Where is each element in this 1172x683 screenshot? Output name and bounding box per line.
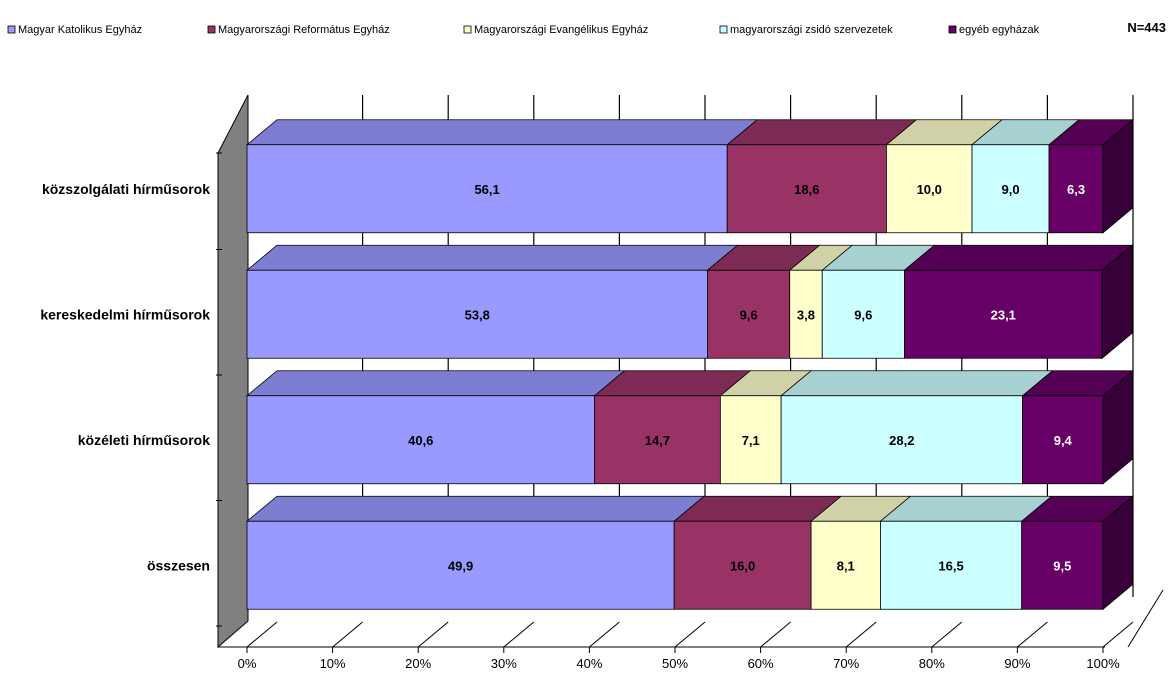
bar-segment-side [1102,118,1134,234]
x-tick-label: 50% [662,656,688,671]
data-label: 9,6 [854,307,872,322]
data-label: 6,3 [1067,182,1085,197]
bar-segment [1048,144,1104,234]
bar-segment [246,395,595,485]
bar-segment [904,269,1103,359]
floor-line [589,621,620,648]
data-label: 23,1 [991,307,1016,322]
bar-segment-top [245,119,759,146]
data-label: 8,1 [837,558,855,573]
x-tick-label: 10% [320,656,346,671]
data-label: 28,2 [889,433,914,448]
legend-swatch [719,25,728,34]
data-label: 14,7 [645,433,670,448]
legend-label: egyéb egyházak [959,24,1040,36]
sample-size-label: N=443 [1127,20,1166,35]
legend-label: Magyar Katolikus Egyház [18,24,142,36]
data-label: 9,4 [1054,433,1073,448]
bar-segment [246,144,728,234]
data-label: 7,1 [742,433,760,448]
data-label: 53,8 [465,307,490,322]
x-tick-label: 40% [576,656,602,671]
x-tick-label: 100% [1086,656,1120,671]
bar-segment [810,520,881,610]
data-label: 10,0 [917,182,942,197]
legend-label: Magyarországi Református Egyház [218,24,390,36]
floor-line [246,621,278,648]
legend-swatch [948,25,957,34]
bar-segment-side [1102,369,1134,485]
bar-segment-top [245,244,739,271]
bar-segment-side [1101,244,1133,360]
category-label: közéleti hírműsorok [78,432,210,448]
data-label: 18,6 [794,182,819,197]
bar-segment [1022,395,1104,485]
data-label: 16,5 [938,558,963,573]
bar-segment-side [1102,495,1134,611]
floor-right-edge [1127,589,1164,648]
bar-segment-top [726,119,918,146]
data-label: 56,1 [474,182,499,197]
bar-segment [726,144,887,234]
floor-line [674,621,706,648]
floor-line [1102,621,1134,648]
category-label: összesen [147,557,210,573]
bar-segment [719,395,782,485]
bar-segment [789,269,823,359]
legend-swatch [207,25,216,34]
bar-segment [886,144,973,234]
category-label: kereskedelmi hírműsorok [40,306,210,322]
chart-side-wall [217,94,249,649]
floor-line [760,621,791,648]
bar-segment-top [245,495,706,522]
data-label: 9,5 [1053,558,1071,573]
x-tick-label: 30% [491,656,517,671]
floor-line [332,621,363,648]
bar-segment [780,395,1023,485]
floor-line [931,621,963,648]
bar-segment [246,269,708,359]
bar-segment [821,269,905,359]
x-tick-label: 90% [1004,656,1030,671]
bar-segment [1021,520,1104,610]
bar-segment [880,520,1023,610]
floor-line [845,621,877,648]
legend-label: magyarországi zsidó szervezetek [730,24,893,36]
floor-line [1017,621,1048,648]
category-label: közszolgálati hírműsorok [42,181,210,197]
bar-segment [246,520,675,610]
x-tick-label: 20% [405,656,431,671]
data-label: 49,9 [448,558,473,573]
data-label: 9,6 [740,307,758,322]
bar-segment [707,269,791,359]
floor-line [417,621,449,648]
bar-segment-top [780,370,1054,397]
bar-segment [971,144,1050,234]
data-label: 16,0 [730,558,755,573]
bar-segment-top [245,370,626,397]
data-label: 9,0 [1002,182,1020,197]
x-tick-label: 60% [748,656,774,671]
legend-swatch [463,25,472,34]
bar-segment [673,520,812,610]
x-tick-label: 70% [833,656,859,671]
x-tick-label: 80% [919,656,945,671]
data-label: 3,8 [797,307,815,322]
bar-segment [594,395,721,485]
x-tick-label: 0% [238,656,257,671]
floor-line [503,621,535,648]
bar-segment-top [903,244,1134,271]
data-label: 40,6 [408,433,433,448]
legend-label: Magyarországi Evangélikus Egyház [474,24,648,36]
legend-swatch [7,25,16,34]
